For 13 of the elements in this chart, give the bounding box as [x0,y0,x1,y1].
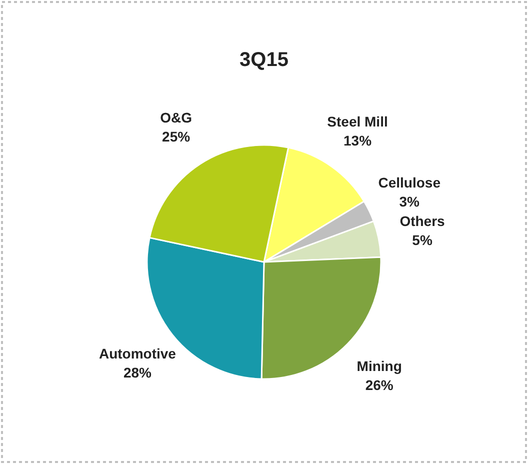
slice-label: Automotive [98,345,176,362]
data-label: 25% [162,128,191,145]
slice-label: O&G [160,110,192,126]
data-label: 28% [123,364,152,380]
data-label: 13% [344,132,372,148]
chart-title: 3Q15 [240,49,288,71]
slice-label: Cellulose [378,174,441,191]
data-label: 5% [412,232,433,248]
slice-label: Steel Mill [327,113,388,130]
slice-label: Others [400,213,446,230]
data-label: 26% [365,376,394,393]
data-label: 3% [399,194,420,210]
slice-label: Mining [356,358,402,374]
